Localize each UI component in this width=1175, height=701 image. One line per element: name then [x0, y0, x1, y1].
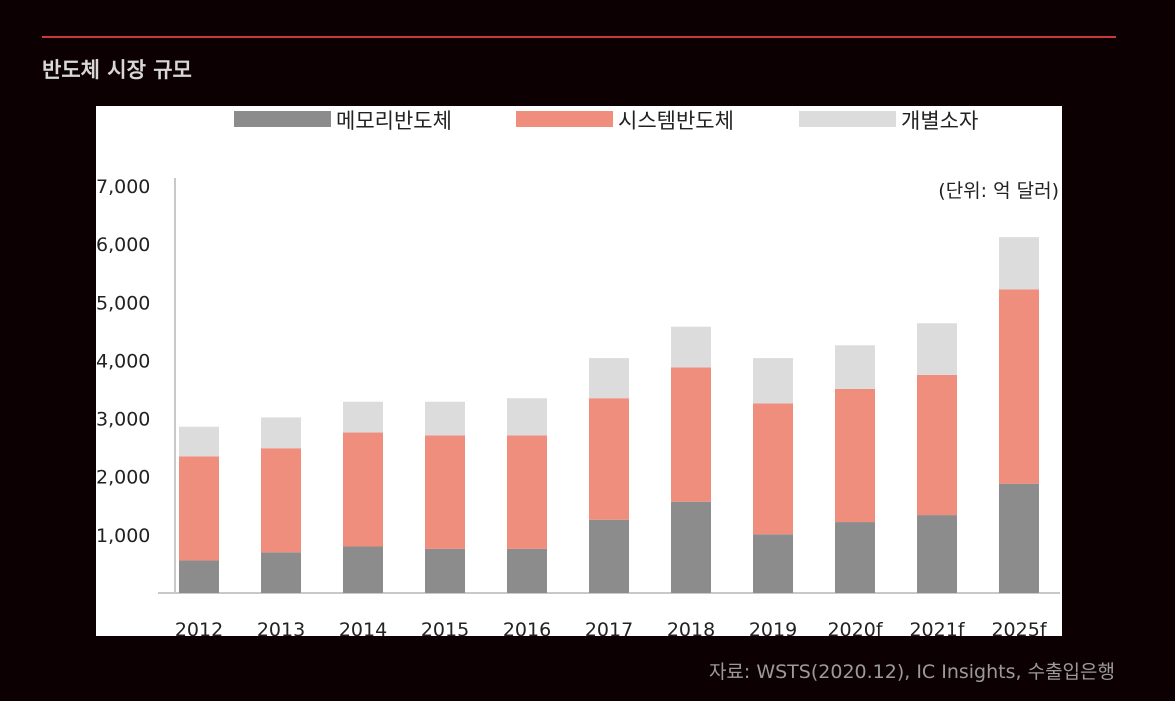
bar-memory — [753, 534, 793, 593]
y-tick-label: 1,000 — [96, 525, 150, 547]
bar-memory — [343, 546, 383, 593]
bar-system — [671, 367, 711, 502]
stacked-bar-chart: 1,000 2,000 3,000 4,000 5,000 6,000 7,000 (단위: … — [96, 109, 1060, 636]
bar-system — [917, 374, 957, 516]
x-tick-label: 2015 — [421, 619, 469, 636]
x-tick-label: 2012 — [175, 619, 223, 636]
page-title: 반도체 시장 규모 — [42, 58, 192, 82]
source-note: 자료: WSTS(2020.12), IC Insights, 수출입은행 — [708, 661, 1115, 683]
bar-discrete — [261, 417, 301, 449]
x-tick-label: 2013 — [257, 619, 305, 636]
bar-discrete — [999, 237, 1039, 290]
bar-discrete — [671, 326, 711, 368]
bar-discrete — [343, 401, 383, 433]
bar-memory — [425, 548, 465, 593]
bar-system — [753, 403, 793, 535]
x-tick-label: 2014 — [339, 619, 387, 636]
x-tick-label: 2016 — [503, 619, 551, 636]
legend-swatch — [234, 111, 331, 127]
x-tick-label: 2017 — [585, 619, 633, 636]
bar-discrete — [425, 401, 465, 436]
bar-system — [179, 456, 219, 561]
legend-swatch — [799, 111, 896, 127]
bar-memory — [261, 552, 301, 593]
bar-discrete — [179, 426, 219, 457]
bar-memory — [835, 522, 875, 593]
x-tick-label: 2021f — [909, 619, 965, 636]
bar-system — [835, 388, 875, 523]
bar-system — [261, 448, 301, 553]
bar-discrete — [917, 323, 957, 375]
bar-memory — [917, 515, 957, 593]
bar-memory — [999, 483, 1039, 593]
bar-system — [425, 435, 465, 549]
y-tick-label: 4,000 — [96, 350, 150, 372]
y-tick-label: 3,000 — [96, 409, 150, 431]
bar-discrete — [589, 358, 629, 399]
y-tick-label: 2,000 — [96, 467, 150, 489]
bar-memory — [507, 548, 547, 593]
bar-system — [999, 289, 1039, 484]
legend-label: 메모리반도체 — [336, 109, 452, 133]
legend-swatch — [516, 111, 613, 127]
y-tick-label: 5,000 — [96, 292, 150, 314]
bar-memory — [179, 560, 219, 593]
y-tick-label: 7,000 — [96, 176, 150, 198]
legend-label: 개별소자 — [901, 109, 978, 133]
bar-memory — [671, 501, 711, 593]
bar-discrete — [507, 398, 547, 436]
bar-system — [507, 435, 547, 549]
bar-memory — [589, 519, 629, 593]
x-tick-label: 2018 — [667, 619, 715, 636]
bar-discrete — [835, 345, 875, 389]
bar-system — [343, 432, 383, 547]
bar-system — [589, 398, 629, 520]
x-tick-label: 2019 — [749, 619, 797, 636]
x-tick-label: 2020f — [827, 619, 883, 636]
unit-label: (단위: 억 달러) — [938, 180, 1059, 202]
top-rule — [42, 36, 1116, 38]
legend-label: 시스템반도체 — [618, 109, 734, 133]
y-tick-label: 6,000 — [96, 234, 150, 256]
bar-discrete — [753, 358, 793, 404]
x-tick-label: 2025f — [991, 619, 1047, 636]
chart-panel: 1,000 2,000 3,000 4,000 5,000 6,000 7,000 (단위: … — [96, 106, 1062, 636]
